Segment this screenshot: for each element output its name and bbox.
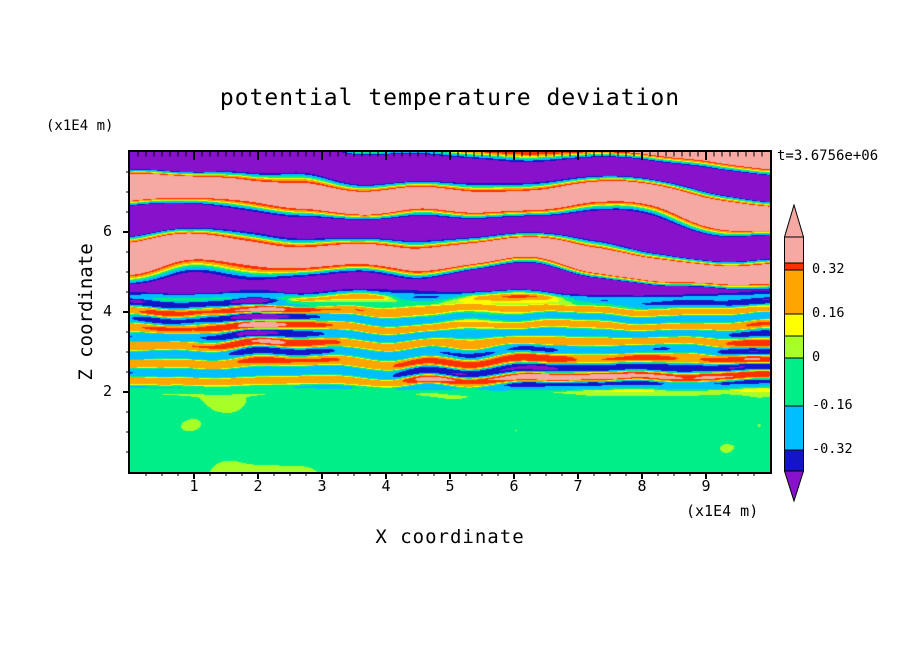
colorbar-segment bbox=[784, 236, 804, 264]
x-tick-label: 8 bbox=[637, 477, 647, 495]
colorbar-label: -0.16 bbox=[812, 397, 853, 413]
x-axis-title: X coordinate bbox=[375, 526, 525, 548]
colorbar-segment bbox=[784, 449, 804, 472]
z-tick-label: 2 bbox=[102, 382, 112, 400]
plot-title: potential temperature deviation bbox=[219, 85, 681, 111]
contour-field-canvas bbox=[130, 152, 770, 472]
colorbar-label: 0.32 bbox=[812, 261, 845, 277]
z-axis-unit-label: (x1E4 m) bbox=[46, 118, 114, 134]
x-tick-label: 4 bbox=[381, 477, 391, 495]
colorbar-segment bbox=[784, 357, 804, 407]
plot-area bbox=[128, 150, 772, 474]
colorbar-segment bbox=[784, 335, 804, 359]
colorbar-label: -0.32 bbox=[812, 441, 853, 457]
colorbar-segment bbox=[784, 313, 804, 337]
colorbar-segment bbox=[784, 262, 804, 271]
x-tick-label: 9 bbox=[701, 477, 711, 495]
x-tick-label: 6 bbox=[509, 477, 519, 495]
x-tick-label: 1 bbox=[189, 477, 199, 495]
x-tick-label: 2 bbox=[253, 477, 263, 495]
colorbar-label: 0 bbox=[812, 349, 821, 365]
x-tick-label: 5 bbox=[445, 477, 455, 495]
colorbar-bottom-arrow bbox=[784, 470, 804, 502]
colorbar-top-arrow bbox=[784, 204, 804, 238]
colorbar-segment bbox=[784, 405, 804, 451]
x-tick-label: 7 bbox=[573, 477, 583, 495]
z-tick-label: 4 bbox=[102, 302, 112, 320]
x-tick-label: 3 bbox=[317, 477, 327, 495]
x-axis-unit-label: (x1E4 m) bbox=[686, 502, 759, 520]
time-annotation: t=3.6756e+06 bbox=[777, 148, 879, 164]
colorbar-label: 0.16 bbox=[812, 305, 845, 321]
colorbar bbox=[784, 204, 804, 502]
colorbar-segment bbox=[784, 269, 804, 315]
z-tick-label: 6 bbox=[102, 222, 112, 240]
